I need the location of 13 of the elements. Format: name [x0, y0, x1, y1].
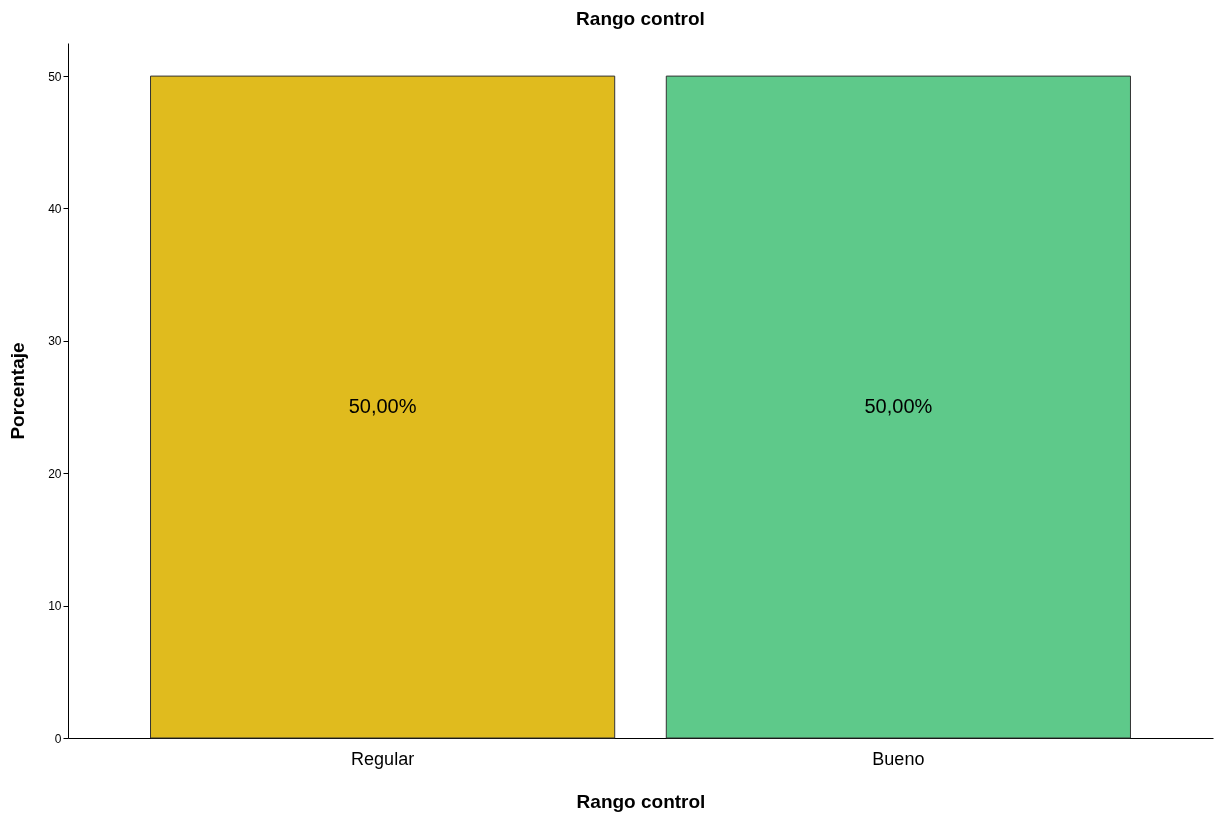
y-axis-title: Porcentaje: [7, 342, 29, 440]
data-label: 50,00%: [864, 395, 933, 418]
y-tick-label: 0: [54, 731, 62, 746]
chart-title: Rango control: [576, 8, 705, 29]
y-tick-label: 50: [48, 69, 62, 84]
x-axis-title: Rango control: [576, 790, 706, 812]
data-label: 50,00%: [348, 395, 417, 418]
y-tick-label: 10: [48, 599, 62, 614]
x-tick-label: Bueno: [872, 748, 925, 769]
y-tick-label: 40: [48, 201, 62, 216]
y-tick-label: 20: [48, 466, 62, 481]
y-tick-label: 30: [48, 334, 62, 349]
x-tick-label: Regular: [351, 748, 415, 769]
